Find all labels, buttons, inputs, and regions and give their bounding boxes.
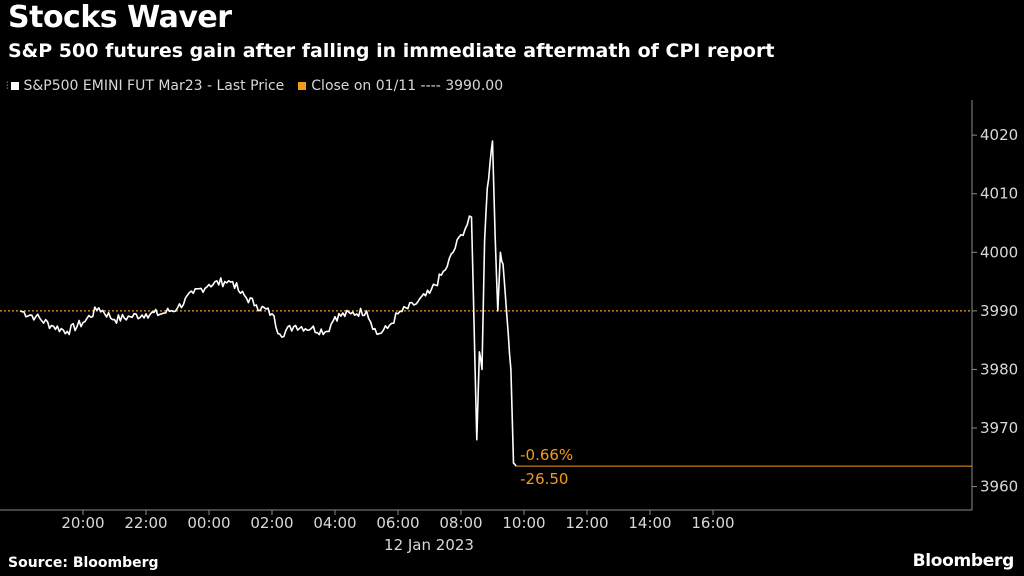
x-tick-label: 14:00 <box>628 514 671 532</box>
chart-plot-area <box>0 140 972 467</box>
legend-swatch-price <box>10 82 19 90</box>
price-series-line <box>19 140 517 467</box>
chart-legend: ⫶ S&P500 EMINI FUT Mar23 - Last Price Cl… <box>6 78 517 94</box>
source-note: Source: Bloomberg <box>8 555 159 571</box>
x-tick-label: 10:00 <box>502 514 545 532</box>
x-tick-label: 22:00 <box>124 514 167 532</box>
legend-swatch-close <box>298 82 307 90</box>
y-tick-label: 3990 <box>980 302 1018 320</box>
x-tick-label: 08:00 <box>439 514 482 532</box>
annotation-percent-change: -0.66% <box>520 446 573 464</box>
chart-axes <box>0 100 977 515</box>
legend-item-price: ⫶ S&P500 EMINI FUT Mar23 - Last Price <box>6 78 284 94</box>
legend-label-close: Close on 01/11 ---- 3990.00 <box>311 78 504 94</box>
x-tick-label: 12:00 <box>565 514 608 532</box>
y-tick-label: 4000 <box>980 243 1018 261</box>
legend-label-price: S&P500 EMINI FUT Mar23 - Last Price <box>23 78 285 94</box>
chart-labels: 3960 3970 3980 3990 4000 4010 4020 20:00 22:00 00… <box>61 126 1018 554</box>
x-tick-label: 20:00 <box>61 514 104 532</box>
annotation-point-change: -26.50 <box>520 470 568 488</box>
legend-item-close: Close on 01/11 ---- 3990.00 <box>298 78 503 94</box>
chart-title: Stocks Waver <box>8 0 232 35</box>
x-date-label: 12 Jan 2023 <box>384 536 474 554</box>
y-tick-label: 4020 <box>980 126 1018 144</box>
x-tick-label: 00:00 <box>187 514 230 532</box>
x-tick-label: 16:00 <box>691 514 734 532</box>
x-tick-label: 06:00 <box>376 514 419 532</box>
y-tick-label: 3960 <box>980 478 1018 496</box>
x-tick-label: 04:00 <box>313 514 356 532</box>
legend-marker-icon: ⫶ <box>6 80 9 92</box>
y-tick-label: 3980 <box>980 360 1018 378</box>
chart-subtitle: S&P 500 futures gain after falling in im… <box>8 40 775 62</box>
x-tick-label: 02:00 <box>250 514 293 532</box>
y-tick-label: 3970 <box>980 419 1018 437</box>
bloomberg-logo: Bloomberg <box>912 551 1015 571</box>
y-tick-label: 4010 <box>980 185 1018 203</box>
